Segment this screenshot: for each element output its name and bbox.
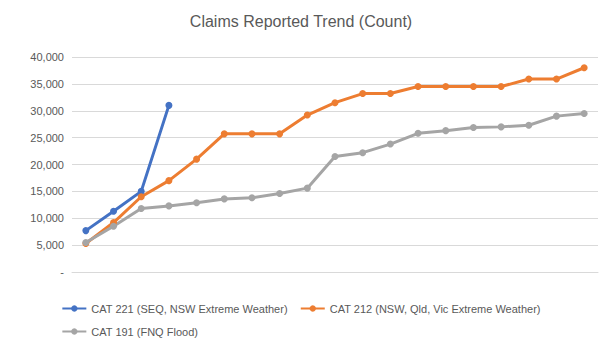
svg-text:40,000: 40,000 <box>30 51 64 63</box>
svg-text:20,000: 20,000 <box>30 159 64 171</box>
svg-text:35,000: 35,000 <box>30 78 64 90</box>
svg-text:CAT 191 (FNQ Flood): CAT 191 (FNQ Flood) <box>91 326 198 338</box>
svg-text:-: - <box>60 266 64 278</box>
svg-text:CAT 221 (SEQ, NSW Extreme Weat: CAT 221 (SEQ, NSW Extreme Weather) <box>91 303 287 315</box>
svg-text:25,000: 25,000 <box>30 132 64 144</box>
svg-text:15,000: 15,000 <box>30 185 64 197</box>
svg-text:10,000: 10,000 <box>30 212 64 224</box>
svg-text:Claims Reported Trend (Count): Claims Reported Trend (Count) <box>190 13 412 30</box>
svg-text:5,000: 5,000 <box>36 239 64 251</box>
svg-text:CAT 212 (NSW, Qld, Vic Extreme: CAT 212 (NSW, Qld, Vic Extreme Weather) <box>330 303 541 315</box>
svg-text:30,000: 30,000 <box>30 105 64 117</box>
